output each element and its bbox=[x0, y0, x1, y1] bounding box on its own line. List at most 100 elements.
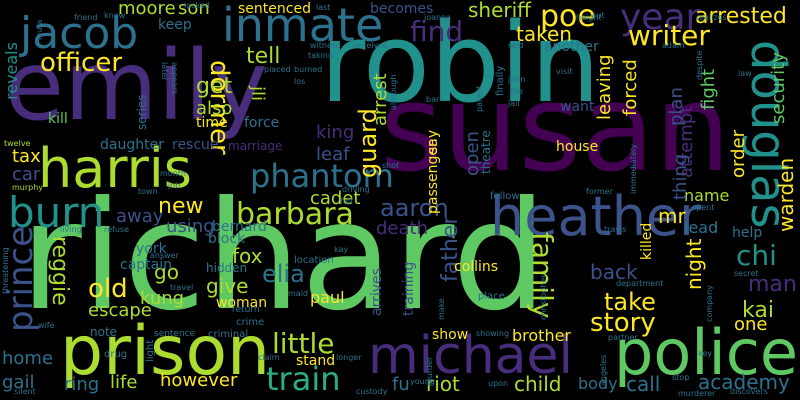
word-last: last bbox=[316, 3, 331, 12]
word-burn: burn bbox=[8, 188, 105, 237]
word-mr: mr bbox=[658, 204, 686, 228]
word-marriage: marriage bbox=[228, 139, 283, 153]
word-writer: writer bbox=[628, 19, 710, 52]
word-man: man bbox=[748, 272, 797, 297]
word-driving: driving bbox=[342, 185, 370, 194]
word-paul: paul bbox=[310, 288, 345, 307]
word-jli: jli bbox=[247, 86, 268, 102]
word-cut: cut bbox=[592, 11, 605, 20]
word-placed: placed bbox=[264, 65, 291, 74]
word-fox: fox bbox=[232, 244, 263, 268]
word-john: john bbox=[508, 75, 526, 84]
word-murderer: murderer bbox=[678, 389, 716, 398]
word-twelve: twelve bbox=[4, 139, 31, 148]
word-collins: collins bbox=[454, 259, 499, 275]
word-little: little bbox=[272, 327, 335, 360]
word-take: take bbox=[604, 288, 656, 316]
word-captain: captain bbox=[120, 257, 172, 273]
word-witness: witness bbox=[310, 41, 341, 50]
word-crime: crime bbox=[236, 317, 265, 328]
word-give: give bbox=[206, 274, 249, 298]
word-los: los bbox=[294, 77, 306, 86]
word-discovers: discovers bbox=[730, 387, 768, 396]
word-travis: travis bbox=[604, 225, 627, 234]
word-angeles: angeles bbox=[599, 354, 608, 386]
word-shot: shot bbox=[382, 161, 400, 170]
word-thing: thing bbox=[670, 153, 691, 200]
word-tax: tax bbox=[12, 146, 41, 167]
word-michael: michael bbox=[368, 326, 573, 386]
word-stand: stand bbox=[296, 353, 336, 369]
word-young: young bbox=[410, 377, 435, 386]
word-taken: taken bbox=[516, 22, 572, 46]
word-criminal: criminal bbox=[208, 329, 249, 340]
word-using: using bbox=[166, 216, 215, 237]
word-help: help bbox=[732, 225, 763, 241]
word-officer: officer bbox=[40, 48, 123, 78]
word-time: time bbox=[196, 115, 228, 131]
word-riot: riot bbox=[426, 372, 460, 396]
word-night: night bbox=[682, 238, 706, 290]
word-joanna: joanna bbox=[424, 13, 452, 22]
word-locked: locked bbox=[184, 1, 210, 10]
word-life: life bbox=[110, 372, 138, 393]
word-home: home bbox=[2, 348, 54, 369]
word-raid: raid bbox=[508, 41, 524, 50]
word-death: death bbox=[376, 218, 428, 239]
word-sentenced: sentenced bbox=[238, 1, 311, 17]
word-finally: finally bbox=[495, 65, 506, 96]
word-susan: susan bbox=[380, 60, 731, 199]
word-sentence: sentence bbox=[154, 329, 196, 339]
word-go: go bbox=[154, 260, 179, 284]
word-train: train bbox=[266, 360, 341, 398]
word-know: know bbox=[104, 11, 126, 20]
word-town: town bbox=[138, 187, 158, 196]
word-plan: plan bbox=[666, 87, 687, 126]
word-fu: fu bbox=[392, 374, 410, 395]
word-showing: showing bbox=[476, 329, 510, 338]
word-despite: despite bbox=[695, 50, 704, 80]
word-bar: bar bbox=[426, 95, 440, 104]
word-silent: silent bbox=[14, 387, 36, 396]
word-adam: adam bbox=[662, 41, 685, 50]
word-poe: poe bbox=[540, 0, 596, 34]
word-jacob: jacob bbox=[20, 8, 139, 59]
word-old: old bbox=[88, 274, 128, 304]
word-bernard: bernard bbox=[212, 219, 267, 235]
word-one: one bbox=[734, 314, 768, 335]
word-call: call bbox=[626, 372, 661, 396]
word-arrives: arrives bbox=[369, 268, 385, 316]
word-light: light bbox=[145, 339, 156, 362]
word-height: height bbox=[576, 13, 602, 22]
word-heather: heather bbox=[490, 185, 702, 248]
word-killed: killed bbox=[639, 222, 655, 260]
word-visit: visit bbox=[556, 67, 573, 76]
word-harris: harris bbox=[38, 137, 192, 200]
word-arrested: arrested bbox=[695, 4, 787, 29]
word-threatening: threatening bbox=[1, 247, 10, 294]
word-york: york bbox=[136, 241, 167, 257]
word-woman: woman bbox=[216, 295, 268, 311]
word-fellow: fellow bbox=[490, 191, 520, 202]
word-passenger: passenger bbox=[425, 141, 441, 214]
word-new: new bbox=[158, 194, 204, 219]
word-laura: laura bbox=[35, 19, 44, 40]
word-refuse: refuse bbox=[104, 225, 130, 234]
word-police: police bbox=[614, 316, 798, 389]
word-law: law bbox=[738, 69, 752, 78]
word-reveals: reveals bbox=[2, 42, 21, 100]
word-kay: kay bbox=[334, 245, 349, 254]
word-stop: stop bbox=[672, 373, 690, 382]
word-fire: fire bbox=[510, 87, 524, 96]
word-receives: receives bbox=[354, 41, 388, 50]
word-parent: parent bbox=[475, 85, 484, 112]
word-kai: kai bbox=[742, 298, 774, 323]
word-department: department bbox=[616, 279, 664, 288]
word-warden: warden bbox=[774, 157, 798, 232]
word-order: order bbox=[728, 130, 749, 178]
word-murphy: murphy bbox=[12, 183, 44, 192]
word-realizes: realizes bbox=[696, 13, 727, 22]
word-month: month bbox=[160, 169, 186, 178]
word-rescue: rescue bbox=[172, 137, 219, 153]
word-forced: forced bbox=[620, 59, 641, 116]
